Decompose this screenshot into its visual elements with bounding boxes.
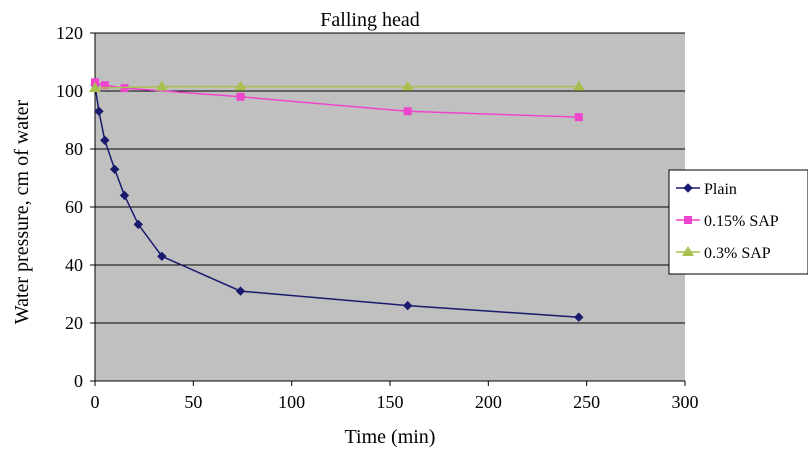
x-tick-label: 150 [377,392,404,412]
x-tick-label: 300 [672,392,699,412]
legend-marker [683,183,693,193]
x-tick-label: 200 [475,392,502,412]
data-point [572,80,585,91]
legend-item: 0.15% SAP [676,213,779,230]
x-tick-label: 100 [278,392,305,412]
data-point [236,92,245,101]
data-point [133,219,143,230]
data-point [574,113,583,122]
legend-label: 0.3% SAP [704,245,771,262]
legend-item: 0.3% SAP [676,245,771,262]
data-point [235,286,246,296]
y-tick-label: 100 [56,81,83,101]
data-point [574,312,584,322]
data-point [109,164,120,175]
y-tick-label: 120 [56,23,83,43]
y-tick-label: 0 [74,371,83,391]
legend-marker [684,216,692,224]
legend-label: Plain [704,181,737,198]
data-point [119,190,130,201]
chart-title: Falling head [320,9,419,31]
data-point [403,107,412,116]
x-axis-title: Time (min) [345,426,436,448]
data-point [401,80,414,91]
x-axis-ticks: 0 50 100 150 200 250 300 [91,381,699,412]
gridlines [95,32,685,324]
y-tick-label: 40 [65,255,83,275]
y-tick-label: 60 [65,197,83,217]
x-tick-label: 250 [573,392,600,412]
series-3 [89,80,585,93]
y-axis-title: Water pressure, cm of water [11,99,33,324]
data-point [234,80,247,91]
data-point [155,80,168,91]
data-point [100,135,110,146]
x-tick-label: 50 [184,392,202,412]
data-point [100,81,109,90]
legend-label: 0.15% SAP [704,213,779,230]
legend: Plain 0.15% SAP 0.3% SAP [668,169,808,275]
x-tick-label: 0 [91,392,100,412]
series-1 [90,80,584,322]
data-point [157,251,167,262]
data-point [402,300,413,311]
y-tick-label: 80 [65,139,83,159]
data-point [89,82,101,93]
data-point [94,106,104,117]
legend-marker [682,246,694,256]
series-layer [89,78,585,322]
y-axis-ticks: 0 20 40 60 80 100 120 [56,23,95,391]
legend-item: Plain [676,181,737,198]
series-line [94,85,579,318]
y-tick-label: 20 [65,313,83,333]
